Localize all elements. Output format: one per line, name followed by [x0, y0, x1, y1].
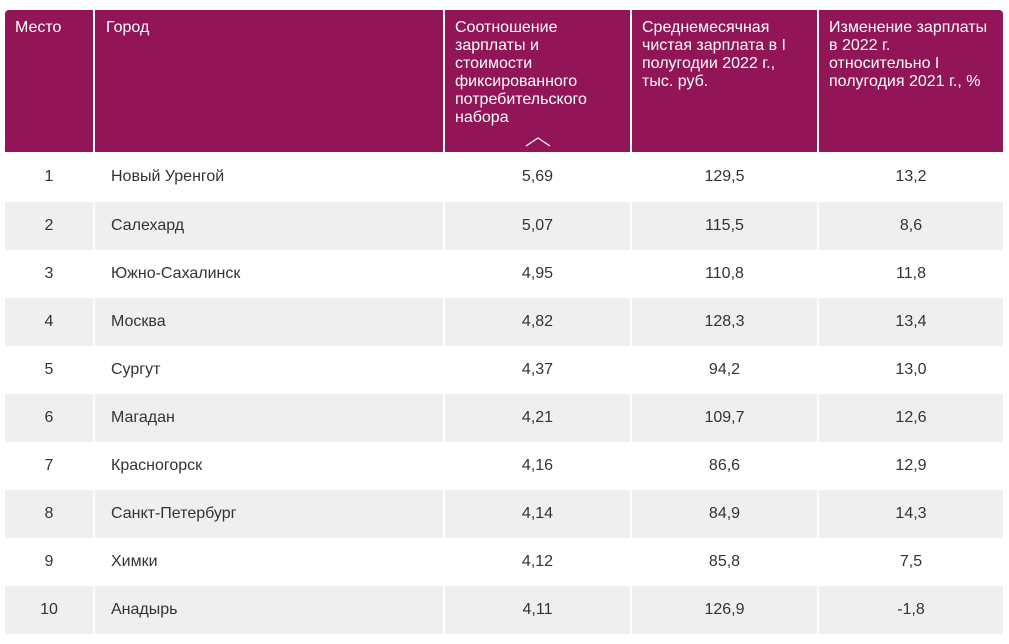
cell-salary: 128,3	[631, 298, 819, 346]
table-row: 2 Салехард 5,07 115,5 8,6	[5, 202, 1003, 250]
salary-ranking-table: Место Город Соотношение зарплаты и стоим…	[5, 10, 1003, 634]
cell-place: 10	[5, 586, 95, 634]
cell-ratio: 4,12	[444, 538, 632, 586]
cell-ratio: 4,11	[444, 586, 632, 634]
cell-ratio: 4,16	[444, 442, 632, 490]
sort-ascending-chevron-icon[interactable]	[525, 137, 551, 147]
column-header-salary[interactable]: Среднемесячная чистая зарплата в I полуг…	[631, 10, 819, 152]
cell-place: 2	[5, 202, 95, 250]
table-header-row: Место Город Соотношение зарплаты и стоим…	[5, 10, 1003, 152]
column-header-salary-label: Среднемесячная чистая зарплата в I полуг…	[642, 19, 786, 90]
cell-place: 1	[5, 152, 95, 202]
cell-place: 4	[5, 298, 95, 346]
column-header-ratio[interactable]: Соотношение зарплаты и стоимости фиксиро…	[444, 10, 632, 152]
cell-city: Москва	[94, 298, 445, 346]
cell-place: 5	[5, 346, 95, 394]
cell-city: Магадан	[94, 394, 445, 442]
cell-place: 9	[5, 538, 95, 586]
table-row: 10 Анадырь 4,11 126,9 -1,8	[5, 586, 1003, 634]
column-header-change[interactable]: Изменение зарплаты в 2022 г. относительн…	[818, 10, 1003, 152]
column-header-city-label: Город	[106, 19, 150, 36]
cell-change: 13,2	[895, 168, 927, 185]
column-header-city[interactable]: Город	[94, 10, 445, 152]
cell-salary: 109,7	[631, 394, 819, 442]
cell-ratio: 4,14	[444, 490, 632, 538]
cell-ratio: 4,21	[444, 394, 632, 442]
cell-city: Салехард	[94, 202, 445, 250]
cell-ratio: 5,07	[444, 202, 632, 250]
cell-change: 12,9	[895, 457, 927, 474]
cell-change: -1,8	[818, 586, 1003, 634]
cell-city: Южно-Сахалинск	[94, 250, 445, 298]
table-row: 4 Москва 4,82 128,3 13,4	[5, 298, 1003, 346]
cell-place: 3	[5, 250, 95, 298]
column-header-ratio-label: Соотношение зарплаты и стоимости фиксиро…	[455, 19, 587, 126]
table-row: 6 Магадан 4,21 109,7 12,6	[5, 394, 1003, 442]
table-row: 3 Южно-Сахалинск 4,95 110,8 11,8	[5, 250, 1003, 298]
cell-city: Красногорск	[94, 442, 445, 490]
cell-change: 8,6	[818, 202, 1003, 250]
cell-place: 7	[5, 442, 95, 490]
cell-ratio: 4,95	[444, 250, 632, 298]
table-row: 7 Красногорск 4,16 86,6 12,9	[5, 442, 1003, 490]
table-body: 1 Новый Уренгой 5,69 129,5 13,2 2 Салехард 5,07…	[5, 152, 1003, 634]
cell-salary: 110,8	[631, 250, 819, 298]
cell-salary: 86,6	[631, 442, 819, 490]
cell-salary: 129,5	[631, 152, 819, 202]
cell-city: Сургут	[94, 346, 445, 394]
cell-city: Санкт-Петербург	[94, 490, 445, 538]
cell-city: Химки	[94, 538, 445, 586]
column-header-place-label: Место	[15, 19, 62, 36]
cell-ratio: 5,69	[444, 152, 632, 202]
cell-salary: 115,5	[631, 202, 819, 250]
table-row: 5 Сургут 4,37 94,2 13,0	[5, 346, 1003, 394]
column-header-change-label: Изменение зарплаты в 2022 г. относительн…	[829, 19, 988, 90]
cell-change: 7,5	[899, 553, 923, 570]
table-row: 9 Химки 4,12 85,8 7,5	[5, 538, 1003, 586]
cell-ratio: 4,82	[444, 298, 632, 346]
column-header-place[interactable]: Место	[5, 10, 95, 152]
cell-place: 8	[5, 490, 95, 538]
cell-change: 12,6	[818, 394, 1003, 442]
cell-city: Анадырь	[94, 586, 445, 634]
cell-change: 11,8	[896, 265, 926, 282]
table-row: 8 Санкт-Петербург 4,14 84,9 14,3	[5, 490, 1003, 538]
cell-place: 6	[5, 394, 95, 442]
cell-salary: 84,9	[631, 490, 819, 538]
cell-change: 13,0	[895, 361, 927, 378]
cell-salary: 85,8	[631, 538, 819, 586]
cell-city: Новый Уренгой	[94, 152, 445, 202]
table-row: 1 Новый Уренгой 5,69 129,5 13,2	[5, 152, 1003, 202]
cell-salary: 94,2	[631, 346, 819, 394]
cell-change: 14,3	[818, 490, 1003, 538]
cell-change: 13,4	[818, 298, 1003, 346]
cell-ratio: 4,37	[444, 346, 632, 394]
cell-salary: 126,9	[631, 586, 819, 634]
